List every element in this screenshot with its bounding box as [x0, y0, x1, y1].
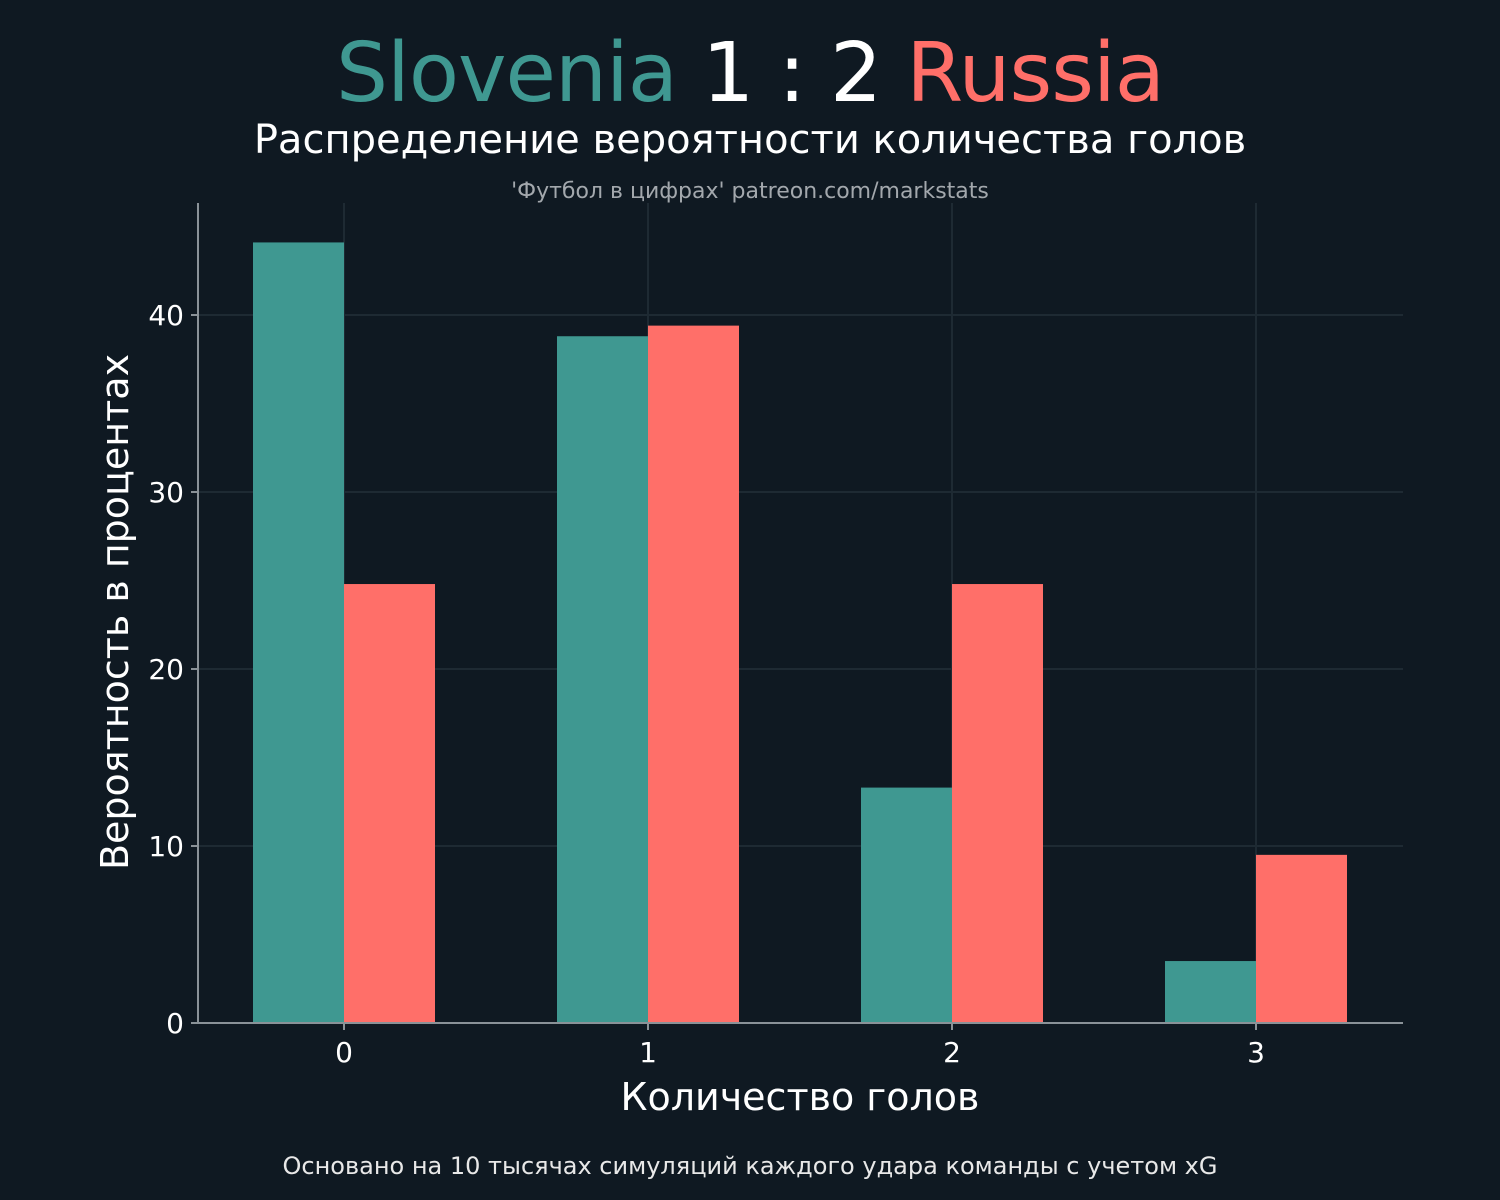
x-axis-label: Количество голов: [621, 1075, 980, 1119]
y-tick-label: 0: [166, 1007, 184, 1040]
bar-russia-1: [648, 325, 739, 1023]
bar-russia-0: [344, 584, 435, 1023]
y-tick-label: 20: [148, 653, 184, 686]
bar-slovenia-1: [557, 336, 648, 1023]
bar-slovenia-2: [861, 787, 952, 1023]
bar-slovenia-3: [1165, 961, 1256, 1023]
x-tick-label: 0: [335, 1036, 353, 1069]
y-axis-label: Вероятность в процентах: [93, 354, 137, 870]
x-tick-label: 1: [639, 1036, 657, 1069]
score: 1 : 2: [702, 26, 882, 121]
home-team-name: Slovenia: [336, 26, 678, 121]
x-tick-label: 2: [943, 1036, 961, 1069]
y-tick-label: 40: [148, 299, 184, 332]
match-title: Slovenia 1 : 2 Russia: [0, 26, 1500, 122]
source-credit: 'Футбол в цифрах' patreon.com/markstats: [511, 179, 989, 204]
y-tick-label: 10: [148, 830, 184, 863]
chart-subtitle: Распределение вероятности количества гол…: [253, 117, 1247, 163]
away-team-name: Russia: [906, 26, 1165, 121]
bar-russia-2: [952, 584, 1043, 1023]
bar-russia-3: [1256, 854, 1347, 1023]
bars: [253, 242, 1347, 1023]
bar-slovenia-0: [253, 242, 344, 1023]
x-tick-label: 3: [1247, 1036, 1265, 1069]
footnote: Основано на 10 тысячах симуляций каждого…: [282, 1152, 1218, 1180]
y-tick-label: 30: [148, 476, 184, 509]
axes: 0 10 20 30 40 0 1 2 3: [148, 203, 1403, 1069]
